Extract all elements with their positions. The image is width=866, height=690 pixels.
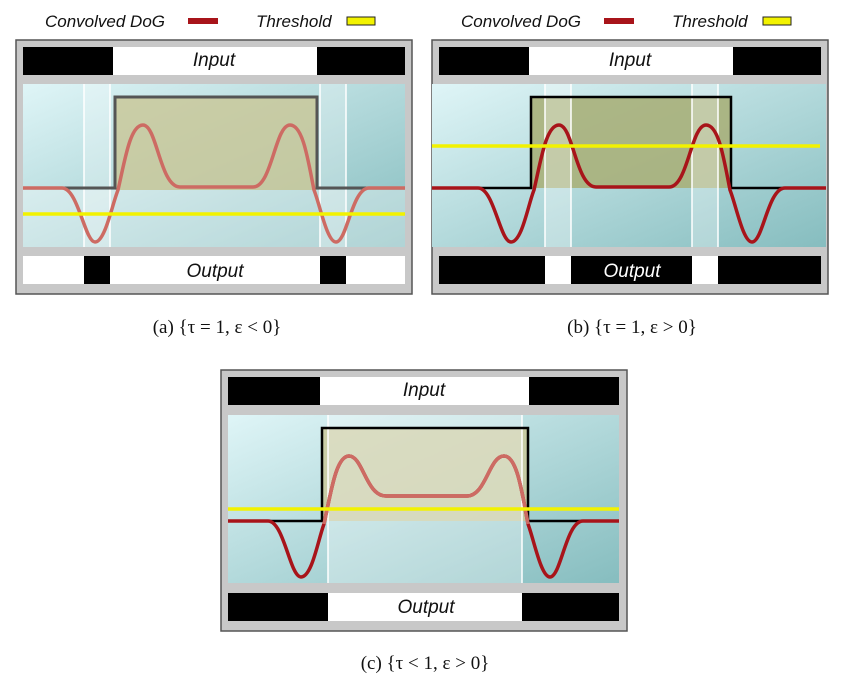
highlight-band — [545, 84, 571, 247]
input-label: Input — [403, 380, 446, 401]
input-bar-black-right — [529, 377, 619, 405]
output-label: Output — [397, 597, 455, 618]
highlight-band — [328, 415, 522, 583]
panel-a: Input Output — [15, 39, 413, 295]
output-label: Output — [603, 261, 661, 282]
dog-curve — [23, 123, 405, 244]
input-step-line — [228, 426, 619, 523]
input-bar-black-left — [228, 377, 320, 405]
input-label: Input — [193, 50, 236, 71]
legend-dog-label: Convolved DoG — [45, 12, 165, 31]
panel-c: Input Output — [220, 369, 628, 632]
highlight-band — [84, 84, 110, 247]
panel-b: Input Output — [431, 39, 829, 295]
dog-curve-inner — [322, 454, 530, 525]
input-label: Input — [609, 50, 652, 71]
highlight-band — [692, 84, 718, 247]
step-fill — [115, 97, 317, 190]
legend-threshold-label: Threshold — [256, 12, 332, 31]
input-bar-black-right — [733, 47, 821, 75]
input-step-line — [432, 95, 826, 190]
output-bar-white — [328, 593, 522, 621]
output-bar-white — [545, 256, 571, 284]
legend-threshold-swatch — [346, 16, 376, 26]
legend-threshold-label: Threshold — [672, 12, 748, 31]
legend-dog-label: Convolved DoG — [461, 12, 581, 31]
legend-right: Convolved DoG Threshold — [461, 12, 792, 31]
output-label: Output — [186, 261, 244, 282]
input-step-line — [23, 95, 405, 190]
output-bar-black — [439, 256, 821, 284]
caption-c: (c) {τ < 1, ε > 0} — [361, 653, 490, 674]
output-bar-black — [84, 256, 110, 284]
output-bar-black — [320, 256, 346, 284]
dog-curve — [432, 123, 826, 244]
legend-left: Convolved DoG Threshold — [45, 12, 376, 31]
caption-a: (a) {τ = 1, ε < 0} — [153, 317, 282, 338]
output-bar-white — [692, 256, 718, 284]
input-bar-black-right — [317, 47, 405, 75]
input-bar-black-left — [23, 47, 113, 75]
step-fill — [531, 97, 731, 188]
step-fill — [322, 428, 528, 521]
legend-dog-swatch — [188, 18, 218, 24]
caption-b: (b) {τ = 1, ε > 0} — [567, 317, 697, 338]
legend-threshold-swatch — [762, 16, 792, 26]
legend-dog-swatch — [604, 18, 634, 24]
input-bar-black-left — [439, 47, 529, 75]
